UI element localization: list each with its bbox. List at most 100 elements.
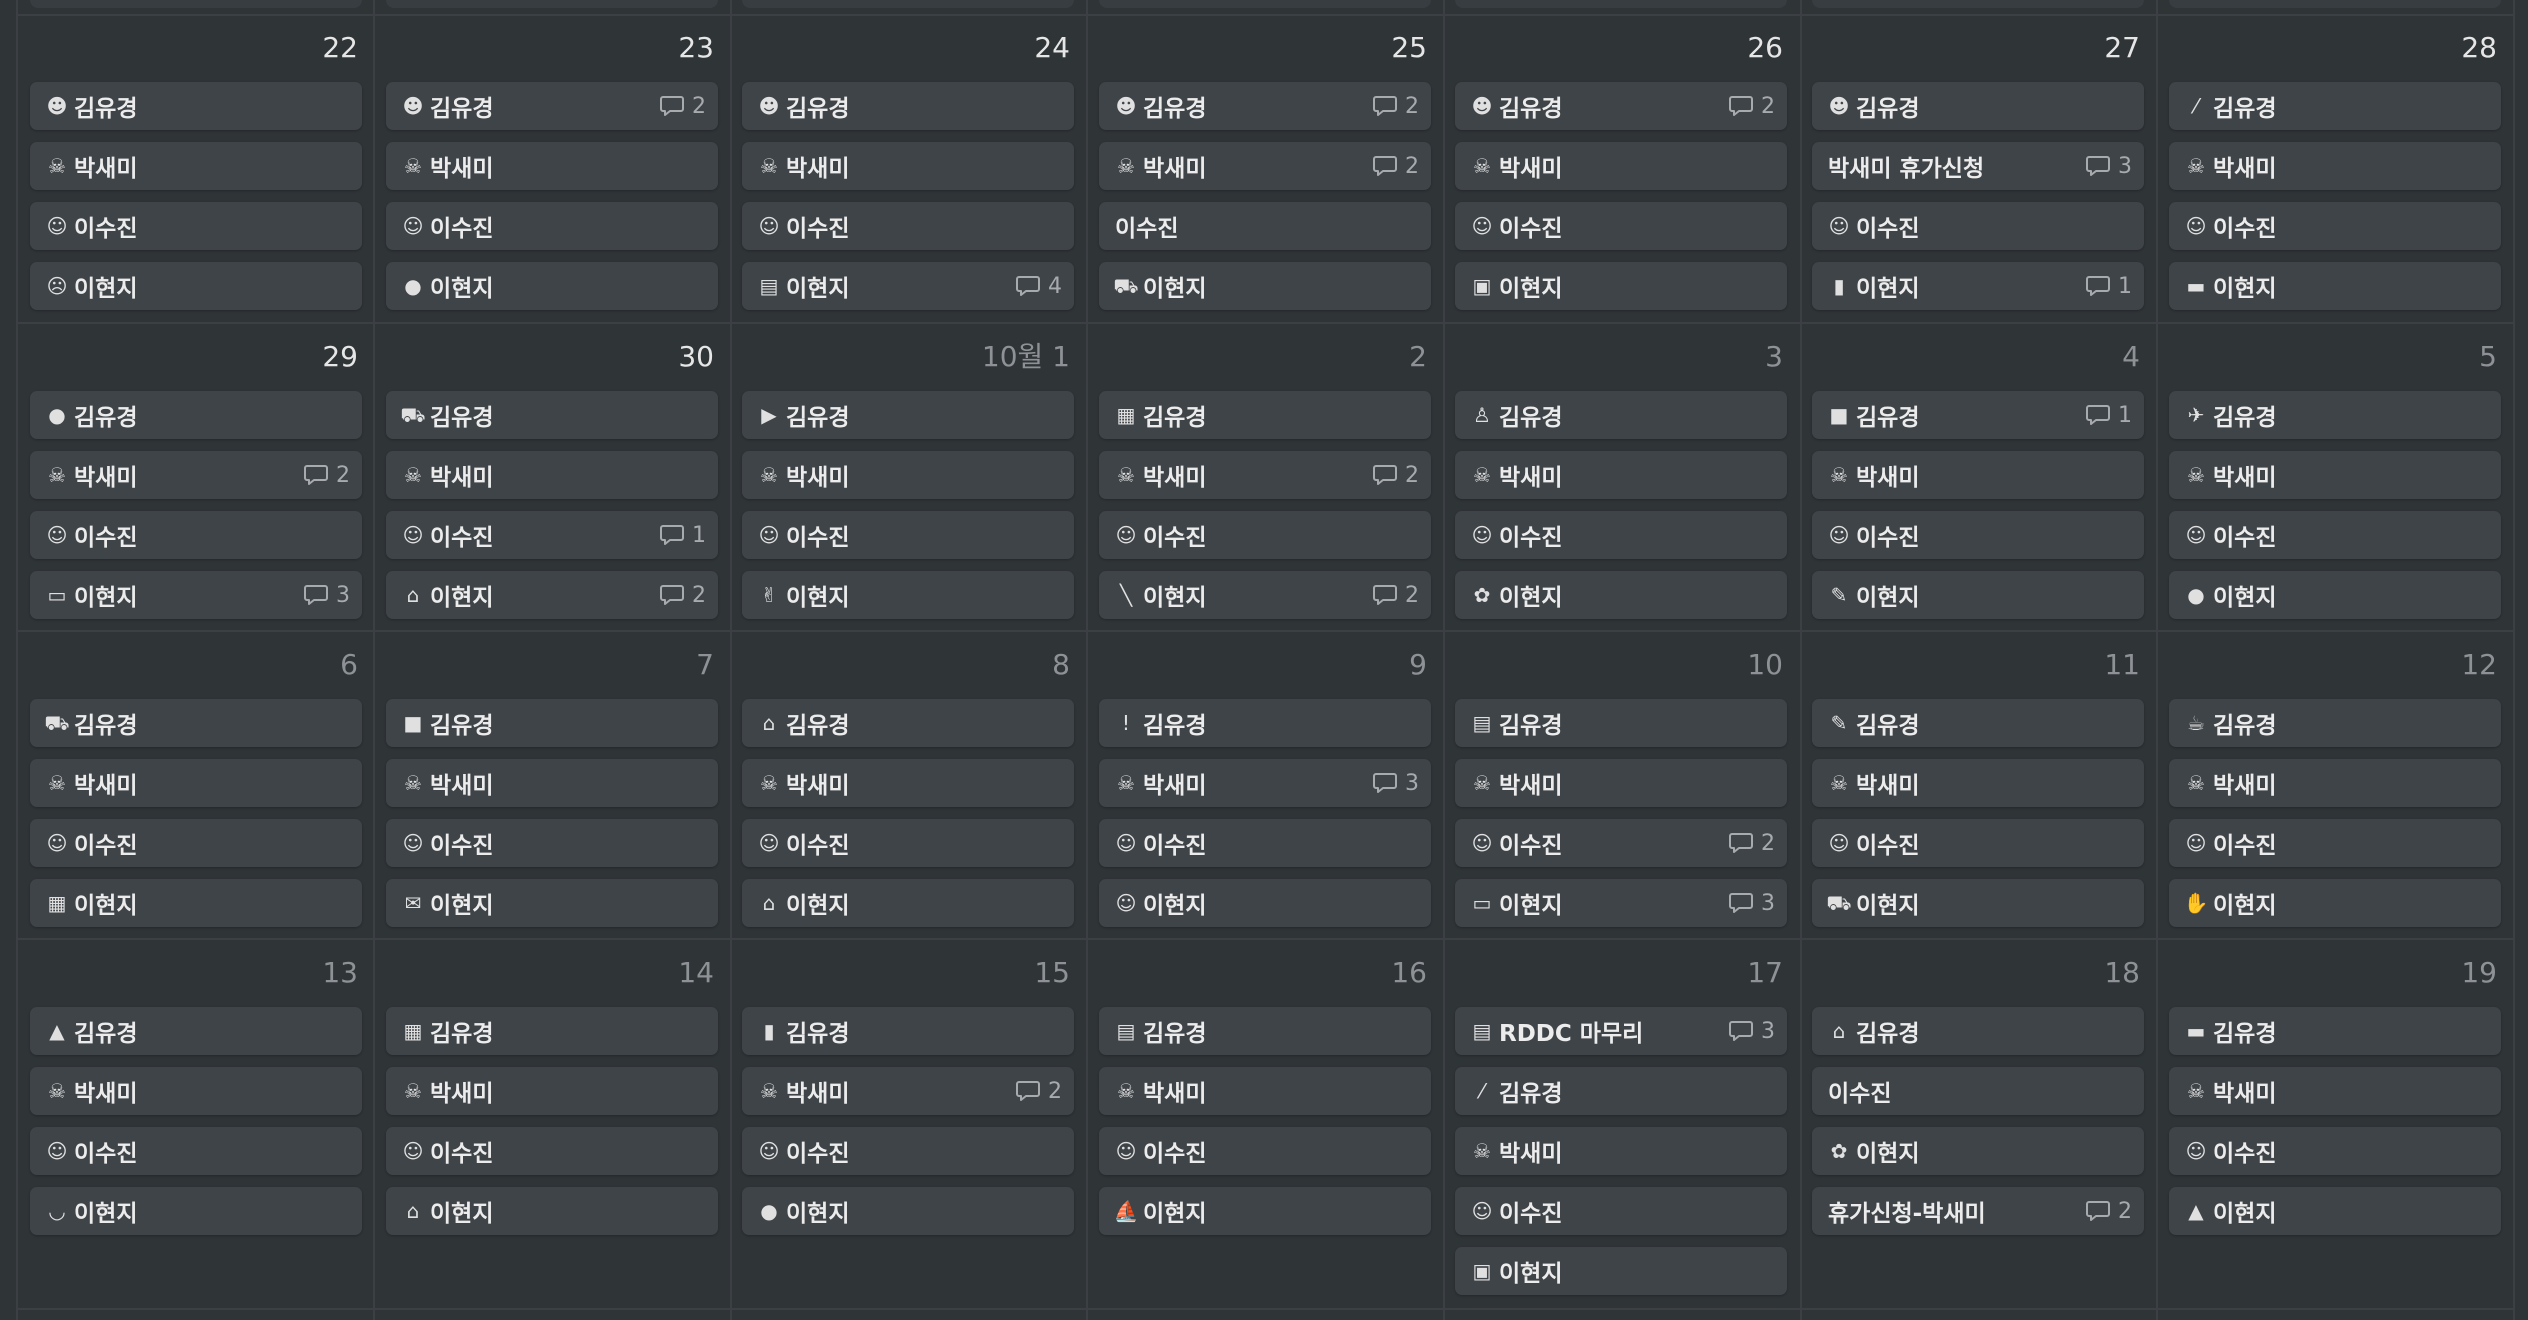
event-card[interactable]: 이수진 (1812, 1067, 2144, 1115)
event-card[interactable]: ☺ 이수진 (1455, 1187, 1787, 1235)
event-card[interactable]: ▣ 이현지 (1455, 262, 1787, 310)
event-card[interactable]: ☻ 김유경 2 (1099, 82, 1431, 130)
event-card[interactable]: ♙ 김유경 (1455, 391, 1787, 439)
event-card[interactable]: ☠ 박새미 (2169, 142, 2501, 190)
event-card[interactable]: ⛟ 이현지 (1099, 262, 1431, 310)
event-card[interactable]: ⛟ 김유경 (386, 391, 718, 439)
event-card[interactable]: ▭ 이현지 3 (1455, 879, 1787, 927)
event-card[interactable]: ⌂ 이현지 (386, 1187, 718, 1235)
event-card[interactable]: ☠ 박새미 (386, 142, 718, 190)
event-card[interactable]: ☺ 이수진 1 (386, 511, 718, 559)
event-card[interactable]: ☠ 박새미 3 (1099, 759, 1431, 807)
event-card[interactable]: ● 이현지 (2169, 571, 2501, 619)
event-card[interactable]: ☠ 박새미 (1812, 451, 2144, 499)
event-card[interactable]: 이수진 (1099, 202, 1431, 250)
event-card[interactable]: ☺ 이수진 (1812, 819, 2144, 867)
event-card[interactable]: ⁄ 김유경 (2169, 82, 2501, 130)
event-card[interactable]: ╲ 이현지 2 (1099, 571, 1431, 619)
event-card[interactable]: ▲ 이현지 (2169, 1187, 2501, 1235)
event-card[interactable]: ⌂ 김유경 (1812, 1007, 2144, 1055)
event-card[interactable]: ǃ 김유경 (1099, 699, 1431, 747)
event-card[interactable]: ▭ 이현지 3 (30, 571, 362, 619)
event-card[interactable]: ☺ 이수진 (742, 511, 1074, 559)
event-card[interactable]: ⛟ 김유경 (30, 699, 362, 747)
event-card[interactable]: ☠ 박새미 (1099, 1067, 1431, 1115)
event-card[interactable]: ☺ 이수진 (30, 1127, 362, 1175)
event-card[interactable]: ☺ 이수진 (2169, 819, 2501, 867)
event-card[interactable]: ▤ 김유경 (1455, 699, 1787, 747)
event-card[interactable]: ⛵ 이현지 (1099, 1187, 1431, 1235)
event-card[interactable]: ☠ 박새미 (2169, 1067, 2501, 1115)
event-card[interactable]: ☠ 박새미 2 (1099, 451, 1431, 499)
event-card[interactable]: ⌂ 이현지 (742, 879, 1074, 927)
event-card[interactable]: ☺ 이수진 (2169, 511, 2501, 559)
event-card[interactable]: ☠ 박새미 (1455, 142, 1787, 190)
event-card[interactable]: ☠ 박새미 (386, 451, 718, 499)
event-card[interactable]: ⌂ 이현지 2 (386, 571, 718, 619)
event-card[interactable]: ✿ 이현지 (1812, 1127, 2144, 1175)
event-card[interactable]: ☠ 박새미 (2169, 759, 2501, 807)
event-card[interactable]: ▤ RDDC 마무리 3 (1455, 1007, 1787, 1055)
event-card[interactable]: ✌ 이현지 (742, 571, 1074, 619)
event-card[interactable]: ☺ 이수진 (742, 1127, 1074, 1175)
event-card[interactable]: ✈ 김유경 (2169, 391, 2501, 439)
event-card[interactable]: ☺ 이수진 (1099, 511, 1431, 559)
event-card[interactable]: ☠ 박새미 (2169, 451, 2501, 499)
event-card[interactable]: ▣ 이현지 (1455, 1247, 1787, 1295)
event-card[interactable]: ☺ 이수진 (1099, 819, 1431, 867)
event-card[interactable]: ☻ 김유경 2 (386, 82, 718, 130)
event-card[interactable]: ☠ 박새미 (30, 1067, 362, 1115)
event-card[interactable]: ☺ 이수진 (742, 202, 1074, 250)
event-card[interactable]: ⁄ 김유경 (1455, 1067, 1787, 1115)
event-card[interactable]: ☺ 이수진 (1455, 511, 1787, 559)
event-card[interactable]: ☺ 이수진 (30, 511, 362, 559)
event-card[interactable]: ☺ 이수진 (742, 819, 1074, 867)
event-card[interactable]: ☹ 이현지 (30, 262, 362, 310)
event-card[interactable]: ☠ 박새미 (1455, 1127, 1787, 1175)
event-card[interactable]: ▦ 이현지 (30, 879, 362, 927)
event-card[interactable]: ● 김유경 (30, 391, 362, 439)
event-card[interactable]: ☻ 김유경 2 (1455, 82, 1787, 130)
event-card[interactable]: ▮ 김유경 (742, 1007, 1074, 1055)
event-card[interactable]: ☺ 이수진 (1455, 202, 1787, 250)
event-card[interactable]: ▬ 김유경 (2169, 1007, 2501, 1055)
event-card[interactable]: 박새미 휴가신청 3 (1812, 142, 2144, 190)
event-card[interactable]: ✉ 이현지 (386, 879, 718, 927)
event-card[interactable]: ☠ 박새미 2 (1099, 142, 1431, 190)
event-card[interactable]: ☠ 박새미 (1455, 759, 1787, 807)
event-card[interactable]: ☺ 이수진 (386, 819, 718, 867)
event-card[interactable]: ☠ 박새미 (30, 759, 362, 807)
event-card[interactable]: ▬ 이현지 (2169, 262, 2501, 310)
event-card[interactable]: ☠ 박새미 (742, 451, 1074, 499)
event-card[interactable]: ▦ 김유경 (1099, 391, 1431, 439)
event-card[interactable]: ✎ 김유경 (1812, 699, 2144, 747)
event-card[interactable]: ⌂ 김유경 (742, 699, 1074, 747)
event-card[interactable]: ▤ 김유경 (1099, 1007, 1431, 1055)
event-card[interactable]: ✎ 이현지 (1812, 571, 2144, 619)
event-card[interactable]: ☠ 박새미 (742, 142, 1074, 190)
event-card[interactable]: ⛟ 이현지 (1812, 879, 2144, 927)
event-card[interactable]: ☕ 김유경 (2169, 699, 2501, 747)
event-card[interactable]: ▦ 김유경 (386, 1007, 718, 1055)
event-card[interactable]: ☺ 이수진 2 (1455, 819, 1787, 867)
event-card[interactable]: ◡ 이현지 (30, 1187, 362, 1235)
event-card[interactable]: ☠ 박새미 (742, 759, 1074, 807)
event-card[interactable]: ☺ 이수진 (2169, 202, 2501, 250)
event-card[interactable]: ☠ 박새미 (386, 1067, 718, 1115)
event-card[interactable]: ☺ 이수진 (1812, 202, 2144, 250)
event-card[interactable]: ▲ 김유경 (30, 1007, 362, 1055)
event-card[interactable]: ☺ 이수진 (1812, 511, 2144, 559)
event-card[interactable]: ☠ 박새미 2 (742, 1067, 1074, 1115)
event-card[interactable]: ☠ 박새미 (1812, 759, 2144, 807)
event-card[interactable]: ☻ 김유경 (30, 82, 362, 130)
event-card[interactable]: ✿ 이현지 (1455, 571, 1787, 619)
event-card[interactable]: ☺ 이수진 (30, 202, 362, 250)
event-card[interactable]: ☺ 이수진 (386, 1127, 718, 1175)
event-card[interactable]: ☠ 박새미 (30, 142, 362, 190)
event-card[interactable]: ☺ 이현지 (1099, 879, 1431, 927)
event-card[interactable]: ■ 김유경 1 (1812, 391, 2144, 439)
event-card[interactable]: ☺ 이수진 (2169, 1127, 2501, 1175)
event-card[interactable]: ✋ 이현지 (2169, 879, 2501, 927)
event-card[interactable]: ■ 김유경 (386, 699, 718, 747)
event-card[interactable]: ☻ 김유경 (742, 82, 1074, 130)
